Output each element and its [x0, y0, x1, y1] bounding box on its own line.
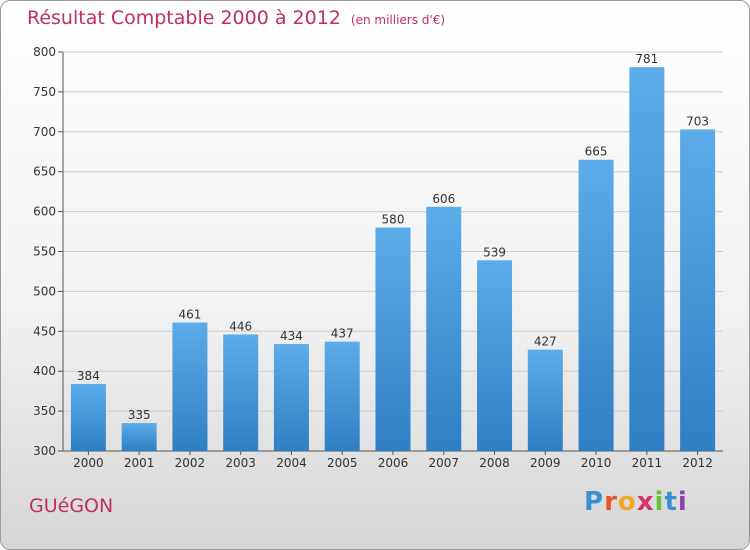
bar	[680, 129, 716, 451]
data-label: 781	[635, 52, 658, 66]
y-tick-label: 700	[33, 125, 56, 139]
logo-letter: r	[604, 487, 618, 517]
x-tick-label: 2007	[428, 456, 459, 470]
data-label: 384	[77, 369, 100, 383]
bar	[121, 423, 157, 451]
x-tick-label: 2008	[479, 456, 510, 470]
y-tick-label: 550	[33, 245, 56, 259]
bars	[70, 67, 716, 452]
x-tick-label: 2002	[175, 456, 206, 470]
bar	[375, 227, 411, 451]
data-label: 437	[331, 327, 354, 341]
bar	[477, 260, 513, 451]
y-tick-label: 500	[33, 284, 56, 298]
data-label: 461	[178, 308, 201, 322]
y-tick-label: 400	[33, 364, 56, 378]
bar	[172, 322, 208, 451]
x-tick-label: 2010	[581, 456, 612, 470]
data-label: 539	[483, 245, 506, 259]
bar	[223, 334, 259, 451]
logo-letter: o	[617, 487, 637, 517]
y-tick-label: 600	[33, 205, 56, 219]
chart-title: Résultat Comptable 2000 à 2012 (en millie…	[27, 7, 445, 29]
bar	[324, 341, 360, 451]
x-tick-label: 2005	[327, 456, 358, 470]
y-tick-label: 650	[33, 165, 56, 179]
data-label: 427	[534, 335, 557, 349]
labels: 300 350 400 450 500 550 600 650 700 750 800 2000 384…	[33, 45, 713, 470]
x-tick-label: 2001	[124, 456, 155, 470]
bar	[70, 383, 106, 451]
y-tick-label: 450	[33, 324, 56, 338]
x-tick-label: 2000	[73, 456, 104, 470]
y-tick-label: 350	[33, 404, 56, 418]
data-label: 446	[229, 319, 252, 333]
logo-letter: i	[677, 487, 688, 517]
bar	[578, 159, 614, 452]
commune-name: GUéGON	[29, 495, 114, 517]
logo-letter: P	[584, 487, 605, 517]
data-label: 606	[432, 192, 455, 206]
chart-title-text: Résultat Comptable 2000 à 2012	[27, 7, 341, 29]
chart-unit: (en milliers d'€)	[350, 13, 446, 27]
logo-letter: x	[636, 487, 655, 517]
x-tick-label: 2011	[632, 456, 663, 470]
bar	[273, 344, 309, 451]
data-label: 703	[686, 114, 709, 128]
x-tick-label: 2004	[276, 456, 307, 470]
logo-letter: t	[664, 487, 678, 517]
data-label: 434	[280, 329, 303, 343]
x-tick-label: 2012	[682, 456, 713, 470]
y-tick-label: 750	[33, 85, 56, 99]
proxiti-logo[interactable]: Proxiti	[584, 487, 688, 517]
y-tick-label: 800	[33, 45, 56, 59]
x-tick-label: 2006	[378, 456, 409, 470]
data-label: 580	[382, 213, 405, 227]
y-tick-label: 300	[33, 444, 56, 458]
logo-letter: i	[654, 487, 665, 517]
data-label: 665	[585, 145, 608, 159]
data-label: 335	[128, 408, 151, 422]
bar	[527, 349, 563, 451]
bar	[426, 206, 462, 451]
x-tick-label: 2003	[225, 456, 256, 470]
x-tick-label: 2009	[530, 456, 561, 470]
bar	[629, 67, 665, 452]
